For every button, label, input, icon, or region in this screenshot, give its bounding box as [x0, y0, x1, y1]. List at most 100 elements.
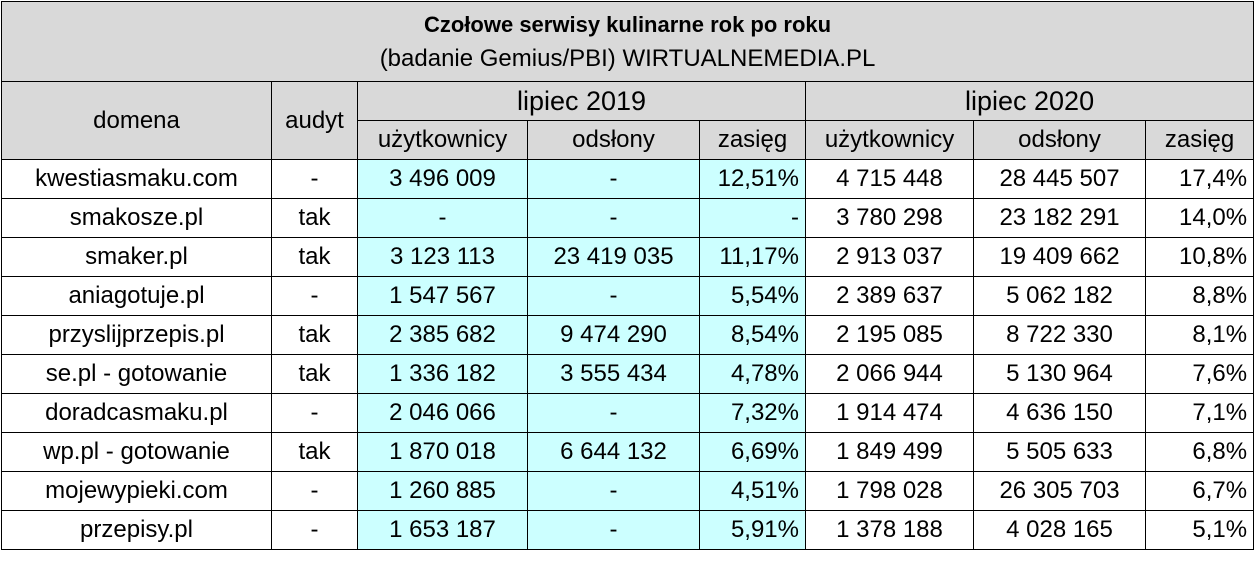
cell-views-2020: 5 505 633 [973, 432, 1146, 472]
table-title: Czołowe serwisy kulinarne rok po roku [423, 11, 832, 37]
cell-reach-2019: 5,54% [699, 276, 806, 316]
header-users-2019: użytkownicy [357, 120, 528, 160]
cell-views-2020: 28 445 507 [973, 159, 1146, 199]
cell-views-2019: - [527, 471, 700, 511]
cell-reach-2019: 8,54% [699, 315, 806, 355]
table-title-cell: Czołowe serwisy kulinarne rok po roku (b… [0, 1, 1254, 82]
header-reach-2019: zasięg [699, 120, 806, 160]
header-audyt: audyt [271, 81, 358, 160]
cell-views-2020: 19 409 662 [973, 237, 1146, 277]
table-row: aniagotuje.pl -1 547 567-5,54% 2 389 637 5 … [1, 276, 1254, 316]
cell-users-2019: 1 260 885 [357, 471, 528, 511]
cell-reach-2020: 6,7% [1144, 471, 1254, 511]
cell-audit: tak [271, 198, 358, 238]
cell-views-2020: 26 305 703 [973, 471, 1146, 511]
cell-users-2020: 1 849 499 [805, 432, 974, 472]
table-row: przepisy.pl -1 653 187-5,91% 1 378 188 4 02… [1, 510, 1254, 550]
header-views-2019: odsłony [527, 120, 700, 160]
cell-reach-2020: 8,1% [1144, 315, 1254, 355]
cell-domain: wp.pl - gotowanie [1, 432, 272, 472]
cell-domain: smakosze.pl [1, 198, 272, 238]
table-row: wp.pl - gotowanie tak 1 870 018 6 644 132 6,… [1, 432, 1254, 472]
cell-users-2019: - [357, 198, 528, 238]
cell-views-2019: - [527, 393, 700, 433]
cell-users-2019: 2 385 682 [357, 315, 528, 355]
cell-views-2019: - [527, 198, 700, 238]
cell-reach-2019: 4,51% [699, 471, 806, 511]
cell-users-2020: 1 378 188 [805, 510, 974, 550]
cell-domain: aniagotuje.pl [1, 276, 272, 316]
cell-audit: - [271, 159, 358, 199]
cell-reach-2020: 14,0% [1144, 198, 1254, 238]
cell-views-2020: 4 636 150 [973, 393, 1146, 433]
cell-views-2019: 23 419 035 [527, 237, 700, 277]
cell-views-2019: 3 555 434 [527, 354, 700, 394]
table-row: doradcasmaku.pl -2 046 066-7,32% 1 914 474… [1, 393, 1254, 433]
cell-users-2020: 2 066 944 [805, 354, 974, 394]
cell-views-2020: 23 182 291 [973, 198, 1146, 238]
cell-audit: - [271, 510, 358, 550]
cell-views-2019: 9 474 290 [527, 315, 700, 355]
cell-audit: tak [271, 237, 358, 277]
cell-views-2020: 5 062 182 [973, 276, 1146, 316]
cell-domain: przepisy.pl [1, 510, 272, 550]
cell-reach-2019: 11,17% [699, 237, 806, 277]
cell-audit: - [271, 276, 358, 316]
kulinarne-table: Czołowe serwisy kulinarne rok po roku (b… [0, 1, 1254, 550]
table-row: przyslijprzepis.pl tak 2 385 682 9 474 290 8… [1, 315, 1254, 355]
cell-views-2019: 6 644 132 [527, 432, 700, 472]
cell-reach-2020: 8,8% [1144, 276, 1254, 316]
cell-reach-2020: 10,8% [1144, 237, 1254, 277]
table-row: kwestiasmaku.com -3 496 009-12,51% 4 715 4… [1, 159, 1254, 199]
cell-users-2020: 2 389 637 [805, 276, 974, 316]
cell-users-2020: 4 715 448 [805, 159, 974, 199]
cell-views-2020: 4 028 165 [973, 510, 1146, 550]
cell-audit: tak [271, 432, 358, 472]
cell-users-2019: 3 123 113 [357, 237, 528, 277]
cell-users-2020: 2 195 085 [805, 315, 974, 355]
cell-domain: se.pl - gotowanie [1, 354, 272, 394]
cell-users-2019: 1 336 182 [357, 354, 528, 394]
cell-users-2020: 3 780 298 [805, 198, 974, 238]
cell-reach-2020: 7,1% [1144, 393, 1254, 433]
cell-domain: przyslijprzepis.pl [1, 315, 272, 355]
cell-users-2019: 1 653 187 [357, 510, 528, 550]
header-period-2020: lipiec 2020 [804, 81, 1254, 121]
header-reach-2020: zasięg [1144, 120, 1254, 160]
cell-views-2019: - [527, 510, 700, 550]
cell-reach-2020: 6,8% [1144, 432, 1254, 472]
cell-audit: tak [271, 315, 358, 355]
cell-domain: doradcasmaku.pl [1, 393, 272, 433]
cell-views-2019: - [527, 159, 700, 199]
table-row: smaker.pl tak 3 123 113 23 419 035 11,17% 2 9… [1, 237, 1254, 277]
cell-audit: tak [271, 354, 358, 394]
cell-domain: kwestiasmaku.com [1, 159, 272, 199]
header-period-2019: lipiec 2019 [357, 81, 806, 121]
header-users-2020: użytkownicy [805, 120, 974, 160]
cell-domain: smaker.pl [1, 237, 272, 277]
cell-users-2019: 2 046 066 [357, 393, 528, 433]
cell-reach-2019: 4,78% [699, 354, 806, 394]
cell-domain: mojewypieki.com [1, 471, 272, 511]
table-row: smakosze.pl tak - - -3 780 298 23 182 291 14,0… [1, 198, 1254, 238]
cell-reach-2020: 7,6% [1144, 354, 1254, 394]
table-row: mojewypieki.com -1 260 885-4,51% 1 798 028… [1, 471, 1254, 511]
cell-reach-2020: 17,4% [1144, 159, 1254, 199]
cell-users-2019: 1 870 018 [357, 432, 528, 472]
cell-users-2020: 1 914 474 [805, 393, 974, 433]
table-subtitle: (badanie Gemius/PBI) WIRTUALNEMEDIA.PL [379, 44, 876, 72]
cell-reach-2019: 6,69% [699, 432, 806, 472]
cell-reach-2019: 7,32% [699, 393, 806, 433]
cell-audit: - [271, 471, 358, 511]
table-row: se.pl - gotowanie tak 1 336 182 3 555 434 4,… [1, 354, 1254, 394]
cell-users-2019: 1 547 567 [357, 276, 528, 316]
header-views-2020: odsłony [973, 120, 1146, 160]
cell-users-2020: 1 798 028 [805, 471, 974, 511]
cell-reach-2019: - [699, 198, 806, 238]
cell-reach-2019: 12,51% [699, 159, 806, 199]
cell-views-2019: - [527, 276, 700, 316]
cell-reach-2020: 5,1% [1144, 510, 1254, 550]
header-domena: domena [1, 81, 272, 160]
cell-audit: - [271, 393, 358, 433]
cell-views-2020: 5 130 964 [973, 354, 1146, 394]
